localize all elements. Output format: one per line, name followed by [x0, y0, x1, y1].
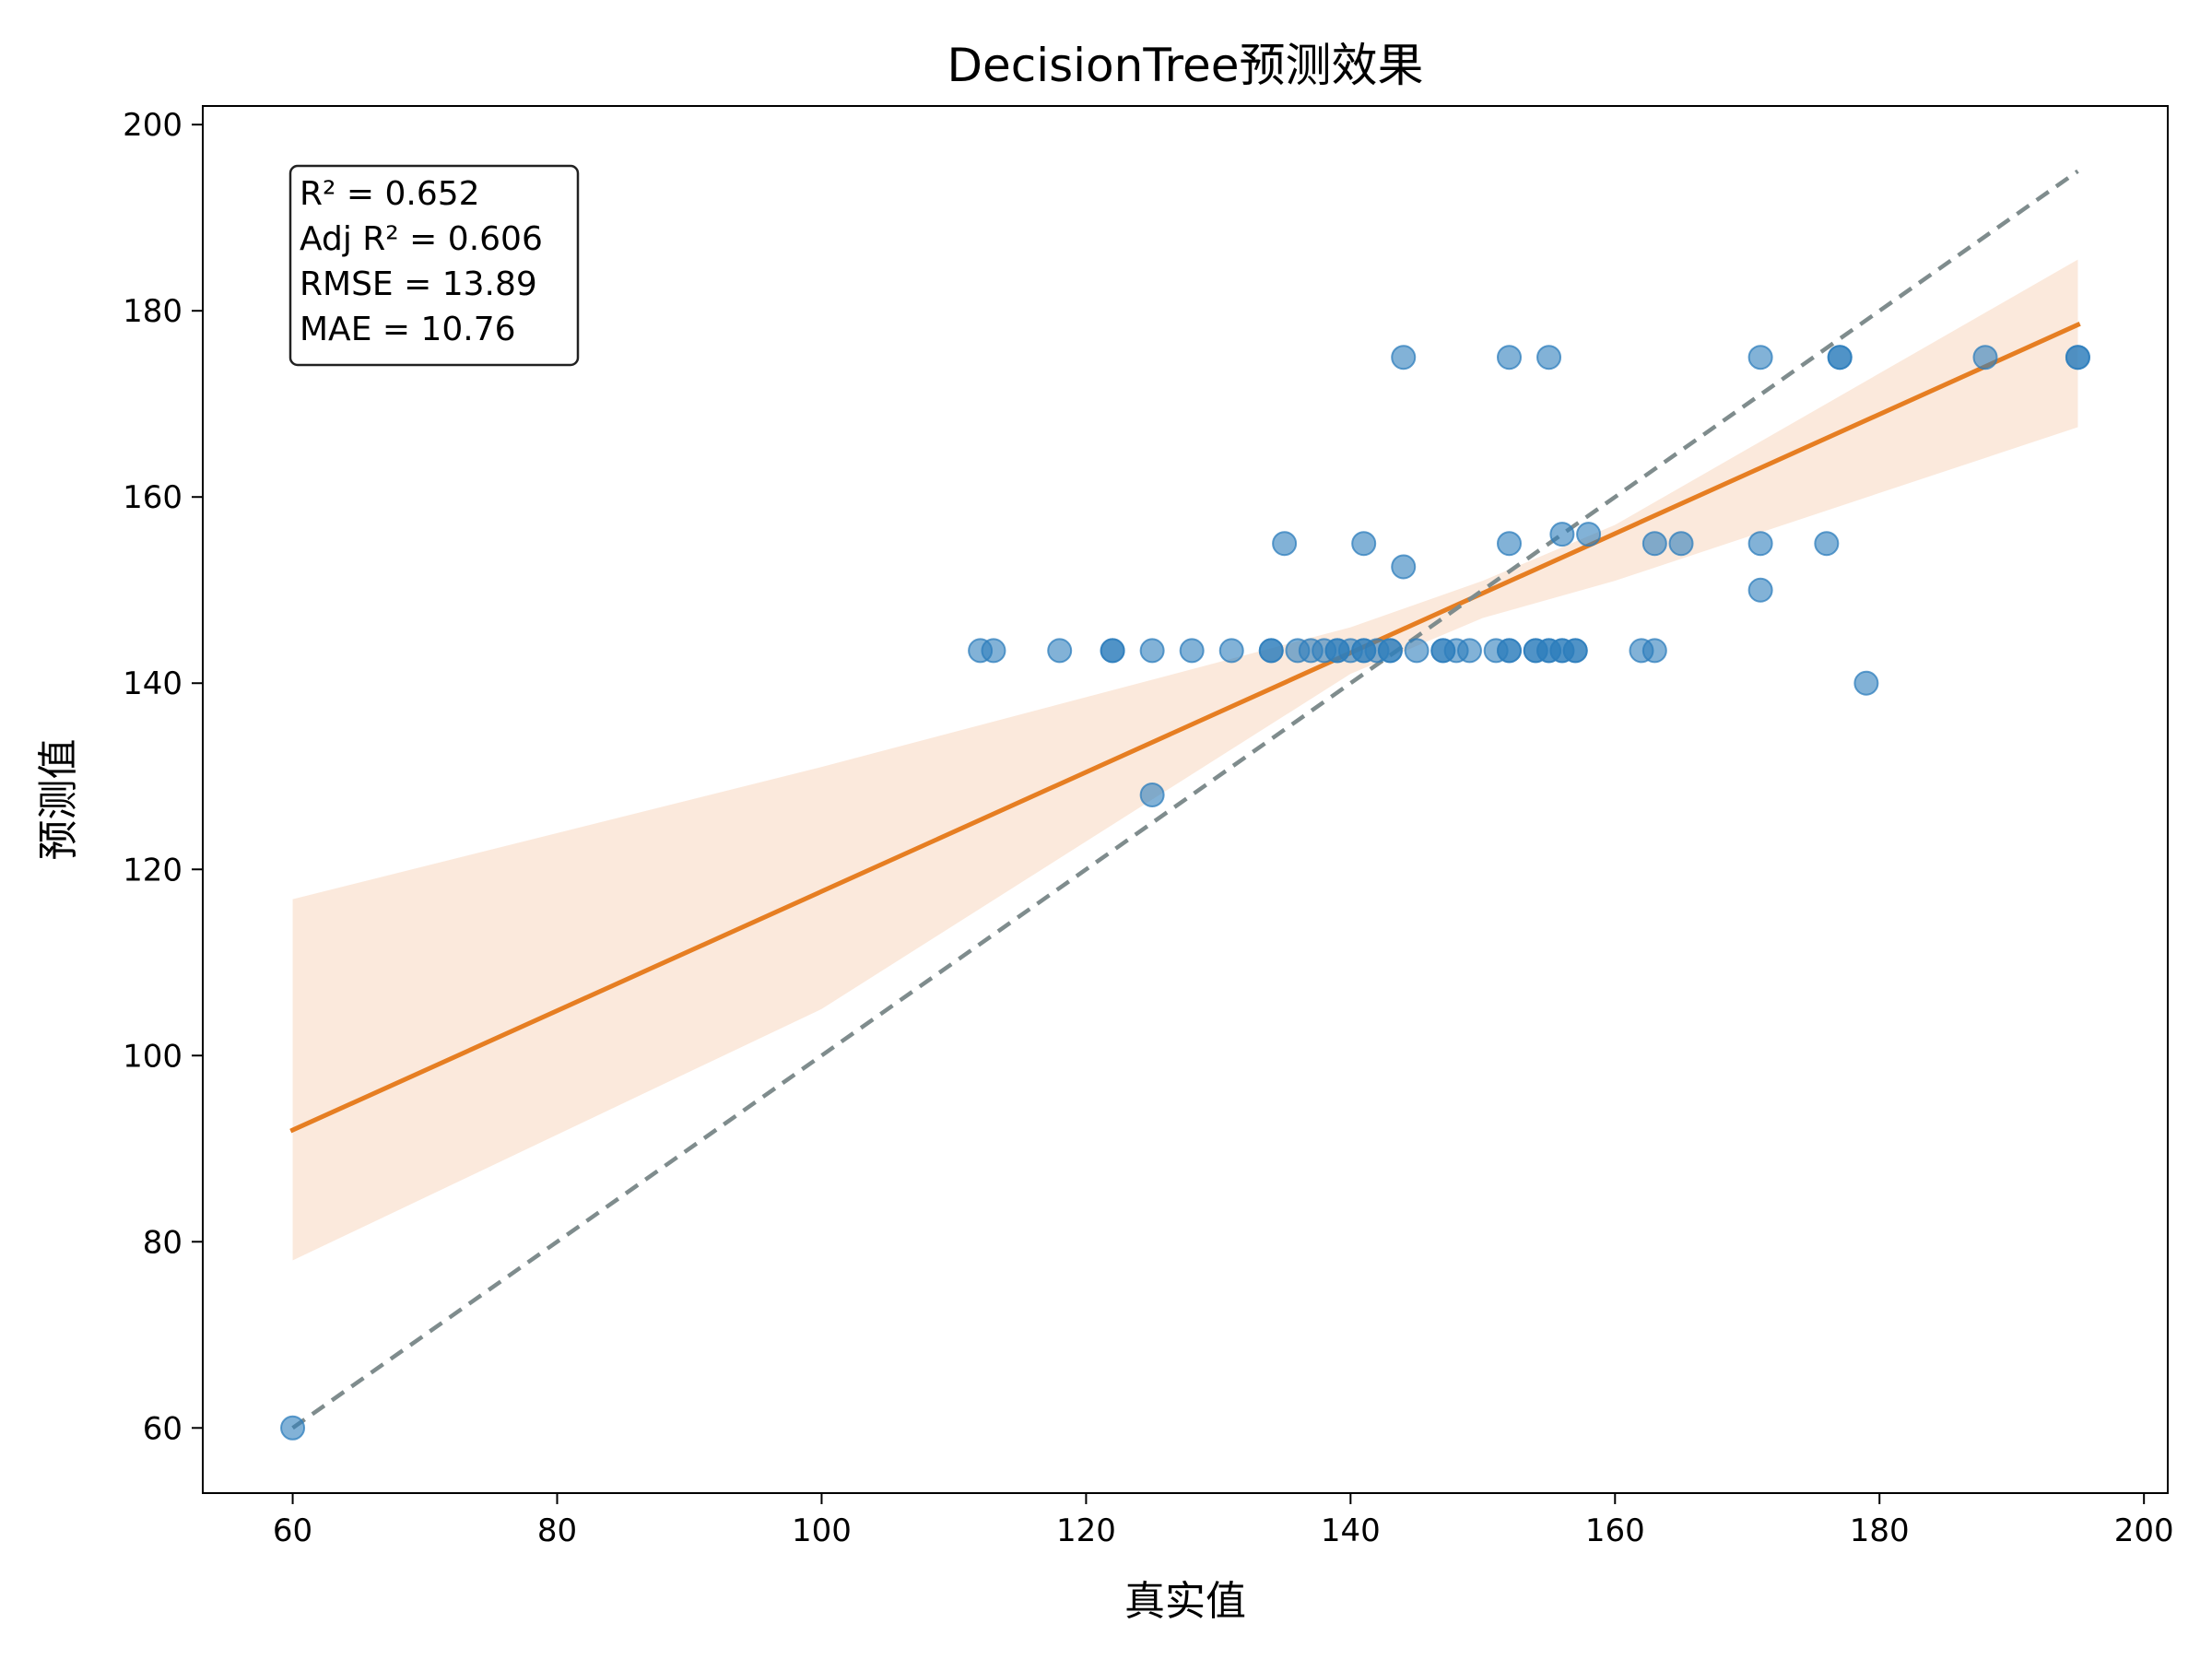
scatter-point	[1100, 638, 1125, 664]
x-axis-ticks: 60 80 100 120 140 160 180 200	[273, 1493, 2174, 1549]
confidence-band	[292, 259, 2078, 1261]
scatter-point	[1497, 345, 1523, 371]
stats-r2: R² = 0.652	[300, 175, 480, 213]
line-layer	[289, 169, 2081, 1430]
scatter-point	[981, 638, 1006, 664]
scatter-point	[1641, 531, 1667, 557]
scatter-point	[1179, 638, 1205, 664]
scatter-point	[1576, 522, 1602, 547]
x-tick-label: 120	[1056, 1512, 1116, 1549]
chart-title: DecisionTree预测效果	[947, 39, 1423, 92]
y-tick-label: 120	[123, 852, 182, 888]
scatter-point	[1456, 638, 1482, 664]
scatter-point	[1377, 638, 1403, 664]
scatter-point	[1853, 670, 1879, 696]
y-tick-label: 80	[143, 1224, 182, 1261]
scatter-point	[1814, 531, 1840, 557]
y-axis-ticks: 60 80 100 120 140 160 180 200	[123, 107, 203, 1447]
scatter-point	[1404, 638, 1430, 664]
scatter-point	[1972, 345, 1998, 371]
identity-reference-line	[291, 169, 2079, 1430]
scatter-point	[1258, 638, 1284, 664]
scatter-point	[1536, 345, 1562, 371]
scatter-point	[1562, 638, 1588, 664]
stats-box: R² = 0.652 Adj R² = 0.606 RMSE = 13.89 M…	[288, 164, 580, 367]
stats-adj-r2: Adj R² = 0.606	[300, 220, 543, 258]
scatter-point	[1549, 522, 1575, 547]
scatter-point	[1391, 345, 1417, 371]
stats-box-frame	[288, 164, 580, 367]
scatter-point	[1139, 782, 1165, 807]
y-tick-label: 100	[123, 1038, 182, 1075]
scatter-point	[1668, 531, 1694, 557]
scatter-point	[280, 1415, 306, 1441]
scatter-point	[1391, 554, 1417, 580]
stats-rmse: RMSE = 13.89	[300, 265, 537, 303]
y-axis-title: 预测值	[35, 739, 82, 861]
confidence-band-layer	[292, 259, 2078, 1261]
plot-frame	[202, 105, 2169, 1494]
regression-fit-line	[289, 322, 2081, 1134]
y-tick-label: 160	[123, 479, 182, 516]
scatter-point-layer	[280, 345, 2090, 1441]
y-tick-label: 200	[123, 107, 182, 144]
scatter-point	[1139, 638, 1165, 664]
y-tick-label: 60	[143, 1410, 182, 1447]
x-tick-label: 60	[273, 1512, 312, 1549]
x-tick-label: 200	[2114, 1512, 2174, 1549]
x-axis-title: 真实值	[1124, 1578, 1246, 1625]
scatter-point	[1747, 577, 1773, 603]
scatter-point	[1272, 531, 1298, 557]
scatter-point	[1218, 638, 1244, 664]
scatter-point	[1497, 531, 1523, 557]
x-tick-label: 80	[537, 1512, 577, 1549]
scatter-point	[1351, 531, 1377, 557]
scatter-point	[2065, 345, 2090, 371]
scatter-point	[1047, 638, 1073, 664]
scatter-point	[1827, 345, 1853, 371]
scatter-point	[1641, 638, 1667, 664]
x-tick-label: 160	[1585, 1512, 1645, 1549]
x-tick-label: 180	[1850, 1512, 1910, 1549]
stats-mae: MAE = 10.76	[300, 311, 516, 348]
scatter-point	[1747, 531, 1773, 557]
scatter-point	[1747, 345, 1773, 371]
y-tick-label: 140	[123, 665, 182, 702]
y-tick-label: 180	[123, 293, 182, 330]
x-tick-label: 100	[792, 1512, 852, 1549]
scatter-point	[1497, 638, 1523, 664]
x-tick-label: 140	[1321, 1512, 1381, 1549]
